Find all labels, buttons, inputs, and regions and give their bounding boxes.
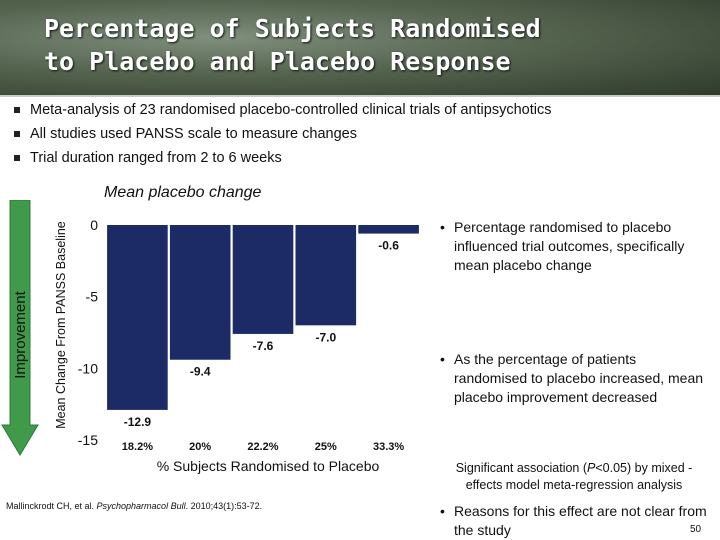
bar-value-label: -7.6 bbox=[253, 339, 274, 353]
intro-bullet: Meta-analysis of 23 randomised placebo-c… bbox=[14, 98, 551, 122]
association-p: P bbox=[587, 461, 596, 475]
association-note: Significant association (P<0.05) by mixe… bbox=[440, 460, 708, 494]
x-tick-label: 33.3% bbox=[373, 441, 404, 453]
y-axis-label: Mean Change From PANSS Baseline bbox=[51, 200, 71, 450]
findings-list: Percentage randomised to placebo influen… bbox=[440, 218, 710, 538]
bar bbox=[232, 225, 294, 334]
intro-bullet-list: Meta-analysis of 23 randomised placebo-c… bbox=[14, 98, 551, 170]
citation-journal: Psychopharmacol Bull bbox=[96, 501, 186, 511]
chart-title: Mean placebo change bbox=[104, 184, 262, 201]
bar bbox=[358, 225, 419, 234]
finding-item: Percentage randomised to placebo influen… bbox=[440, 218, 710, 275]
x-tick-label: 20% bbox=[189, 441, 211, 453]
intro-bullet-text: Trial duration ranged from 2 to 6 weeks bbox=[30, 150, 282, 166]
y-tick-label: -5 bbox=[86, 289, 99, 305]
down-arrow-icon bbox=[1, 200, 39, 456]
y-tick-label: -10 bbox=[78, 360, 98, 376]
title-divider bbox=[0, 95, 720, 97]
page-number: 50 bbox=[690, 524, 702, 535]
x-axis-label: % Subjects Randomised to Placebo bbox=[156, 458, 380, 474]
finding-item: As the percentage of patients randomised… bbox=[440, 350, 710, 407]
intro-bullet-text: Meta-analysis of 23 randomised placebo-c… bbox=[30, 102, 552, 118]
citation: Mallinckrodt CH, et al. Psychopharmacol … bbox=[6, 501, 262, 511]
x-tick-label: 18.2% bbox=[122, 441, 153, 453]
intro-bullet-text: All studies used PANSS scale to measure … bbox=[30, 126, 357, 142]
association-prefix: Significant association ( bbox=[455, 461, 588, 475]
finding-item: Reasons for this effect are not clear fr… bbox=[440, 502, 710, 540]
intro-bullet: All studies used PANSS scale to measure … bbox=[14, 122, 551, 146]
x-tick-label: 22.2% bbox=[247, 441, 278, 453]
y-axis-label-text: Mean Change From PANSS Baseline bbox=[54, 221, 68, 429]
bar bbox=[295, 225, 357, 326]
bar-value-label: -12.9 bbox=[124, 415, 152, 429]
citation-rest: . 2010;43(1):53-72. bbox=[185, 501, 263, 511]
bar-value-label: -7.0 bbox=[315, 330, 336, 344]
y-tick-label: 0 bbox=[90, 217, 98, 233]
intro-bullet: Trial duration ranged from 2 to 6 weeks bbox=[14, 146, 551, 170]
title-banner bbox=[0, 0, 720, 95]
x-tick-label: 25% bbox=[315, 441, 337, 453]
bar-value-label: -9.4 bbox=[190, 365, 211, 379]
bar-value-label: -0.6 bbox=[378, 239, 399, 253]
square-bullet-icon bbox=[14, 107, 20, 114]
square-bullet-icon bbox=[14, 155, 20, 162]
slide-title: Percentage of Subjects Randomised to Pla… bbox=[44, 14, 541, 76]
square-bullet-icon bbox=[14, 131, 20, 138]
citation-authors: Mallinckrodt CH, et al. bbox=[6, 501, 97, 511]
improvement-label: Improvement bbox=[12, 290, 29, 378]
y-tick-label: -15 bbox=[78, 432, 98, 448]
bar bbox=[169, 225, 231, 360]
improvement-arrow: Improvement bbox=[1, 200, 39, 456]
bar bbox=[107, 225, 168, 410]
association-suffix: <0.05) by mixed -effects model meta-regr… bbox=[465, 461, 693, 492]
